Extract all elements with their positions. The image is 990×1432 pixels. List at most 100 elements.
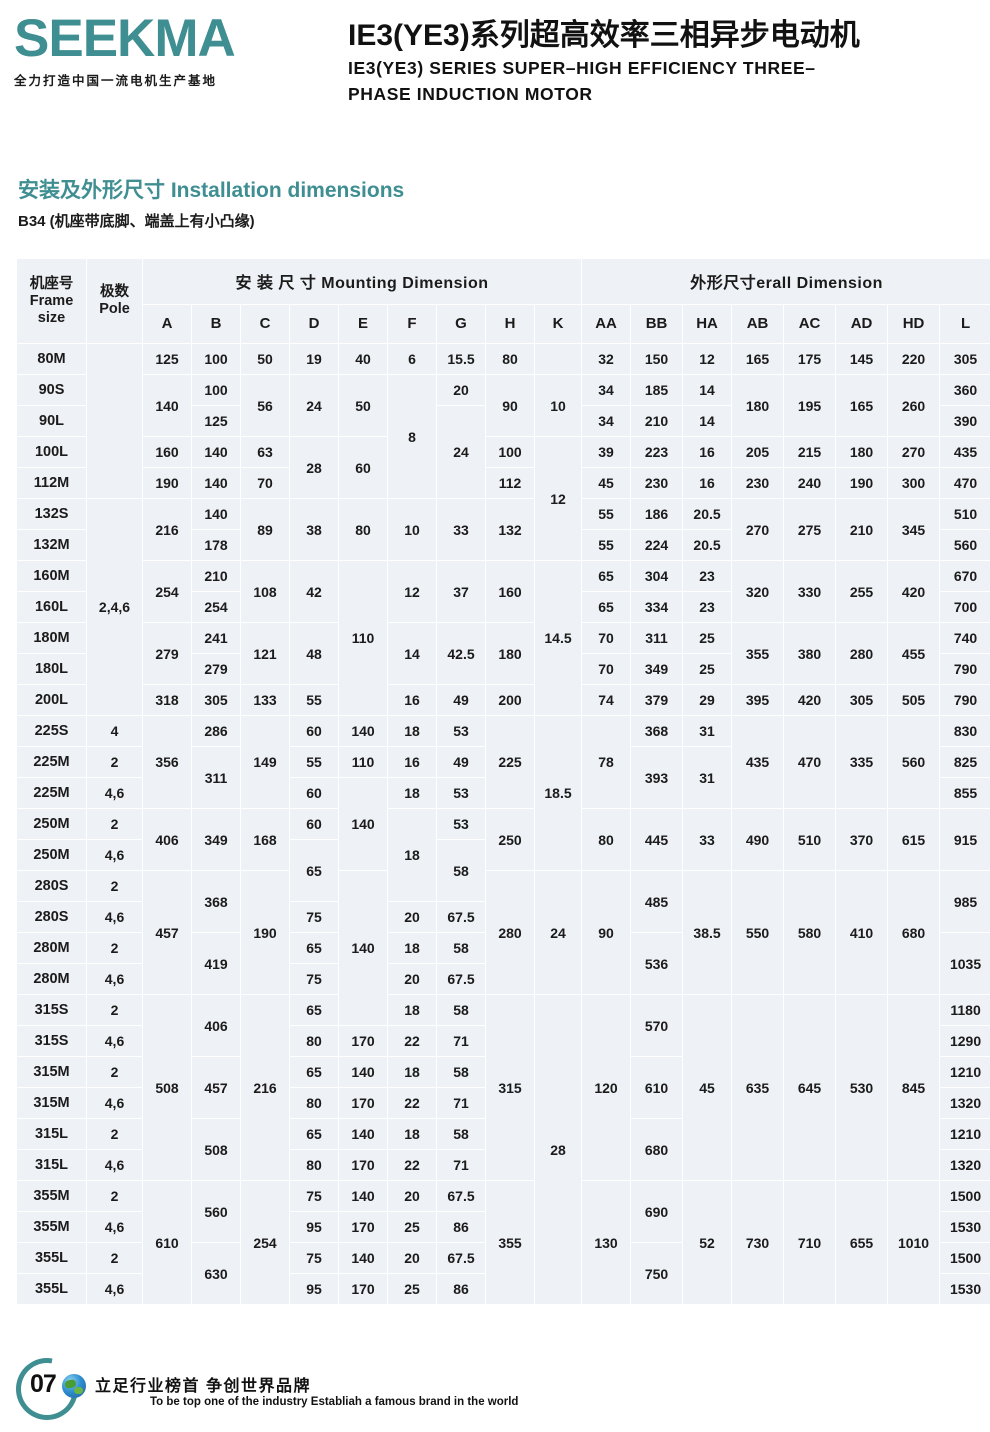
cell-D: 65 xyxy=(290,995,339,1026)
cell-L: 1530 xyxy=(940,1274,990,1305)
cell-E: 110 xyxy=(339,747,388,778)
cell-HD: 1010 xyxy=(888,1181,940,1305)
cell-F: 18 xyxy=(388,778,437,809)
cell-G: 58 xyxy=(437,933,486,964)
cell-AB: 435 xyxy=(732,716,784,809)
header-pole-cn: 极数 xyxy=(100,284,129,300)
cell-L: 790 xyxy=(940,654,990,685)
cell-G: 49 xyxy=(437,685,486,716)
cell-E: 140 xyxy=(339,1181,388,1212)
cell-AD: 145 xyxy=(836,344,888,375)
cell-AA: 70 xyxy=(582,623,631,654)
cell-D: 48 xyxy=(290,623,339,685)
cell-B: 178 xyxy=(192,530,241,561)
table-head-column-row: A B C D E F G H K AA BB HA AB AC AD HD L xyxy=(17,304,990,343)
cell-BB: 210 xyxy=(631,406,683,437)
cell-D: 75 xyxy=(290,1243,339,1274)
cell-AA: 34 xyxy=(582,406,631,437)
cell-frame-size: 280S xyxy=(17,902,87,933)
header-group-overall: 外形尺寸erall Dimension xyxy=(582,259,990,305)
cell-pole: 2 xyxy=(87,871,143,902)
cell-D: 75 xyxy=(290,964,339,995)
cell-B: 419 xyxy=(192,933,241,995)
cell-F: 16 xyxy=(388,685,437,716)
page-title-en-line2: PHASE INDUCTION MOTOR xyxy=(348,83,978,106)
cell-F: 20 xyxy=(388,902,437,933)
cell-HD: 680 xyxy=(888,871,940,995)
cell-C: 168 xyxy=(241,809,290,871)
cell-frame-size: 225M xyxy=(17,747,87,778)
cell-frame-size: 355M xyxy=(17,1212,87,1243)
cell-BB: 680 xyxy=(631,1119,683,1181)
cell-L: 1500 xyxy=(940,1243,990,1274)
header-col-E: E xyxy=(339,304,388,343)
cell-AD: 335 xyxy=(836,716,888,809)
cell-HA: 14 xyxy=(683,406,732,437)
header-pole: 极数 Pole xyxy=(87,259,143,344)
cell-AD: 255 xyxy=(836,561,888,623)
cell-E: 140 xyxy=(339,1119,388,1150)
cell-D: 55 xyxy=(290,747,339,778)
cell-HD: 270 xyxy=(888,437,940,468)
cell-L: 1320 xyxy=(940,1150,990,1181)
section-subtitle: B34 (机座带底脚、端盖上有小凸缘) xyxy=(18,210,255,231)
cell-A: 160 xyxy=(143,437,192,468)
cell-F: 20 xyxy=(388,964,437,995)
cell-pole: 4,6 xyxy=(87,1150,143,1181)
cell-D: 75 xyxy=(290,1181,339,1212)
cell-D: 55 xyxy=(290,685,339,716)
cell-AA: 55 xyxy=(582,499,631,530)
cell-frame-size: 355L xyxy=(17,1243,87,1274)
cell-F: 8 xyxy=(388,375,437,499)
cell-frame-size: 280S xyxy=(17,871,87,902)
cell-K: 10 xyxy=(535,375,582,437)
cell-AB: 230 xyxy=(732,468,784,499)
cell-G: 53 xyxy=(437,809,486,840)
cell-E: 140 xyxy=(339,778,388,871)
cell-HD: 420 xyxy=(888,561,940,623)
cell-AA: 74 xyxy=(582,685,631,716)
cell-frame-size: 160L xyxy=(17,592,87,623)
cell-D: 42 xyxy=(290,561,339,623)
cell-BB: 393 xyxy=(631,747,683,809)
cell-AD: 280 xyxy=(836,623,888,685)
cell-A: 254 xyxy=(143,561,192,623)
cell-A: 140 xyxy=(143,375,192,437)
cell-pole: 4,6 xyxy=(87,902,143,933)
cell-BB: 334 xyxy=(631,592,683,623)
header-pole-en: Pole xyxy=(99,301,130,317)
cell-frame-size: 315M xyxy=(17,1057,87,1088)
cell-H: 112 xyxy=(486,468,535,499)
cell-C: 50 xyxy=(241,344,290,375)
cell-G: 33 xyxy=(437,499,486,561)
cell-E: 170 xyxy=(339,1026,388,1057)
cell-D: 65 xyxy=(290,840,339,902)
cell-F: 12 xyxy=(388,561,437,623)
cell-G: 58 xyxy=(437,1057,486,1088)
cell-A: 508 xyxy=(143,995,192,1181)
page-title-cn: IE3(YE3)系列超高效率三相异步电动机 xyxy=(348,18,978,54)
cell-AC: 645 xyxy=(784,995,836,1181)
cell-F: 10 xyxy=(388,499,437,561)
dimension-table: 机座号 Frame size 极数 Pole 安 装 尺 寸 Mounting … xyxy=(16,258,990,1305)
header-col-HD: HD xyxy=(888,304,940,343)
cell-AB: 270 xyxy=(732,499,784,561)
cell-L: 560 xyxy=(940,530,990,561)
cell-F: 18 xyxy=(388,809,437,902)
cell-A: 318 xyxy=(143,685,192,716)
cell-E: 170 xyxy=(339,1212,388,1243)
cell-L: 855 xyxy=(940,778,990,809)
cell-H: 100 xyxy=(486,437,535,468)
cell-F: 20 xyxy=(388,1181,437,1212)
cell-H: 355 xyxy=(486,1181,535,1305)
cell-AB: 395 xyxy=(732,685,784,716)
cell-F: 22 xyxy=(388,1150,437,1181)
cell-BB: 536 xyxy=(631,933,683,995)
cell-AD: 655 xyxy=(836,1181,888,1305)
cell-AD: 210 xyxy=(836,499,888,561)
header-col-C: C xyxy=(241,304,290,343)
cell-BB: 485 xyxy=(631,871,683,933)
cell-G: 24 xyxy=(437,406,486,499)
cell-frame-size: 280M xyxy=(17,933,87,964)
